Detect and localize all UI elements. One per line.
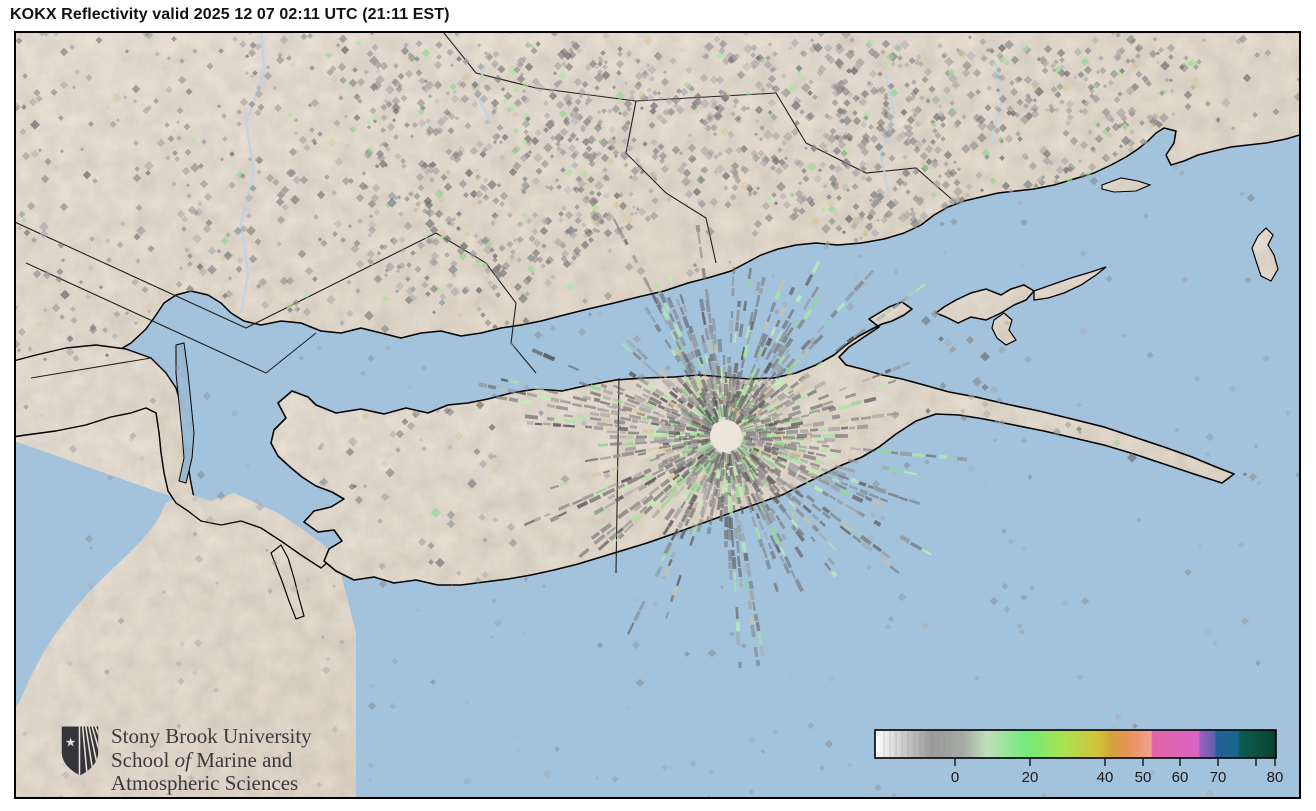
svg-text:0: 0 — [951, 769, 959, 786]
svg-text:40: 40 — [1097, 769, 1114, 786]
svg-text:60: 60 — [1172, 769, 1189, 786]
svg-text:50: 50 — [1135, 769, 1152, 786]
svg-text:70: 70 — [1210, 769, 1227, 786]
svg-text:20: 20 — [1022, 769, 1039, 786]
svg-text:80: 80 — [1267, 769, 1284, 786]
